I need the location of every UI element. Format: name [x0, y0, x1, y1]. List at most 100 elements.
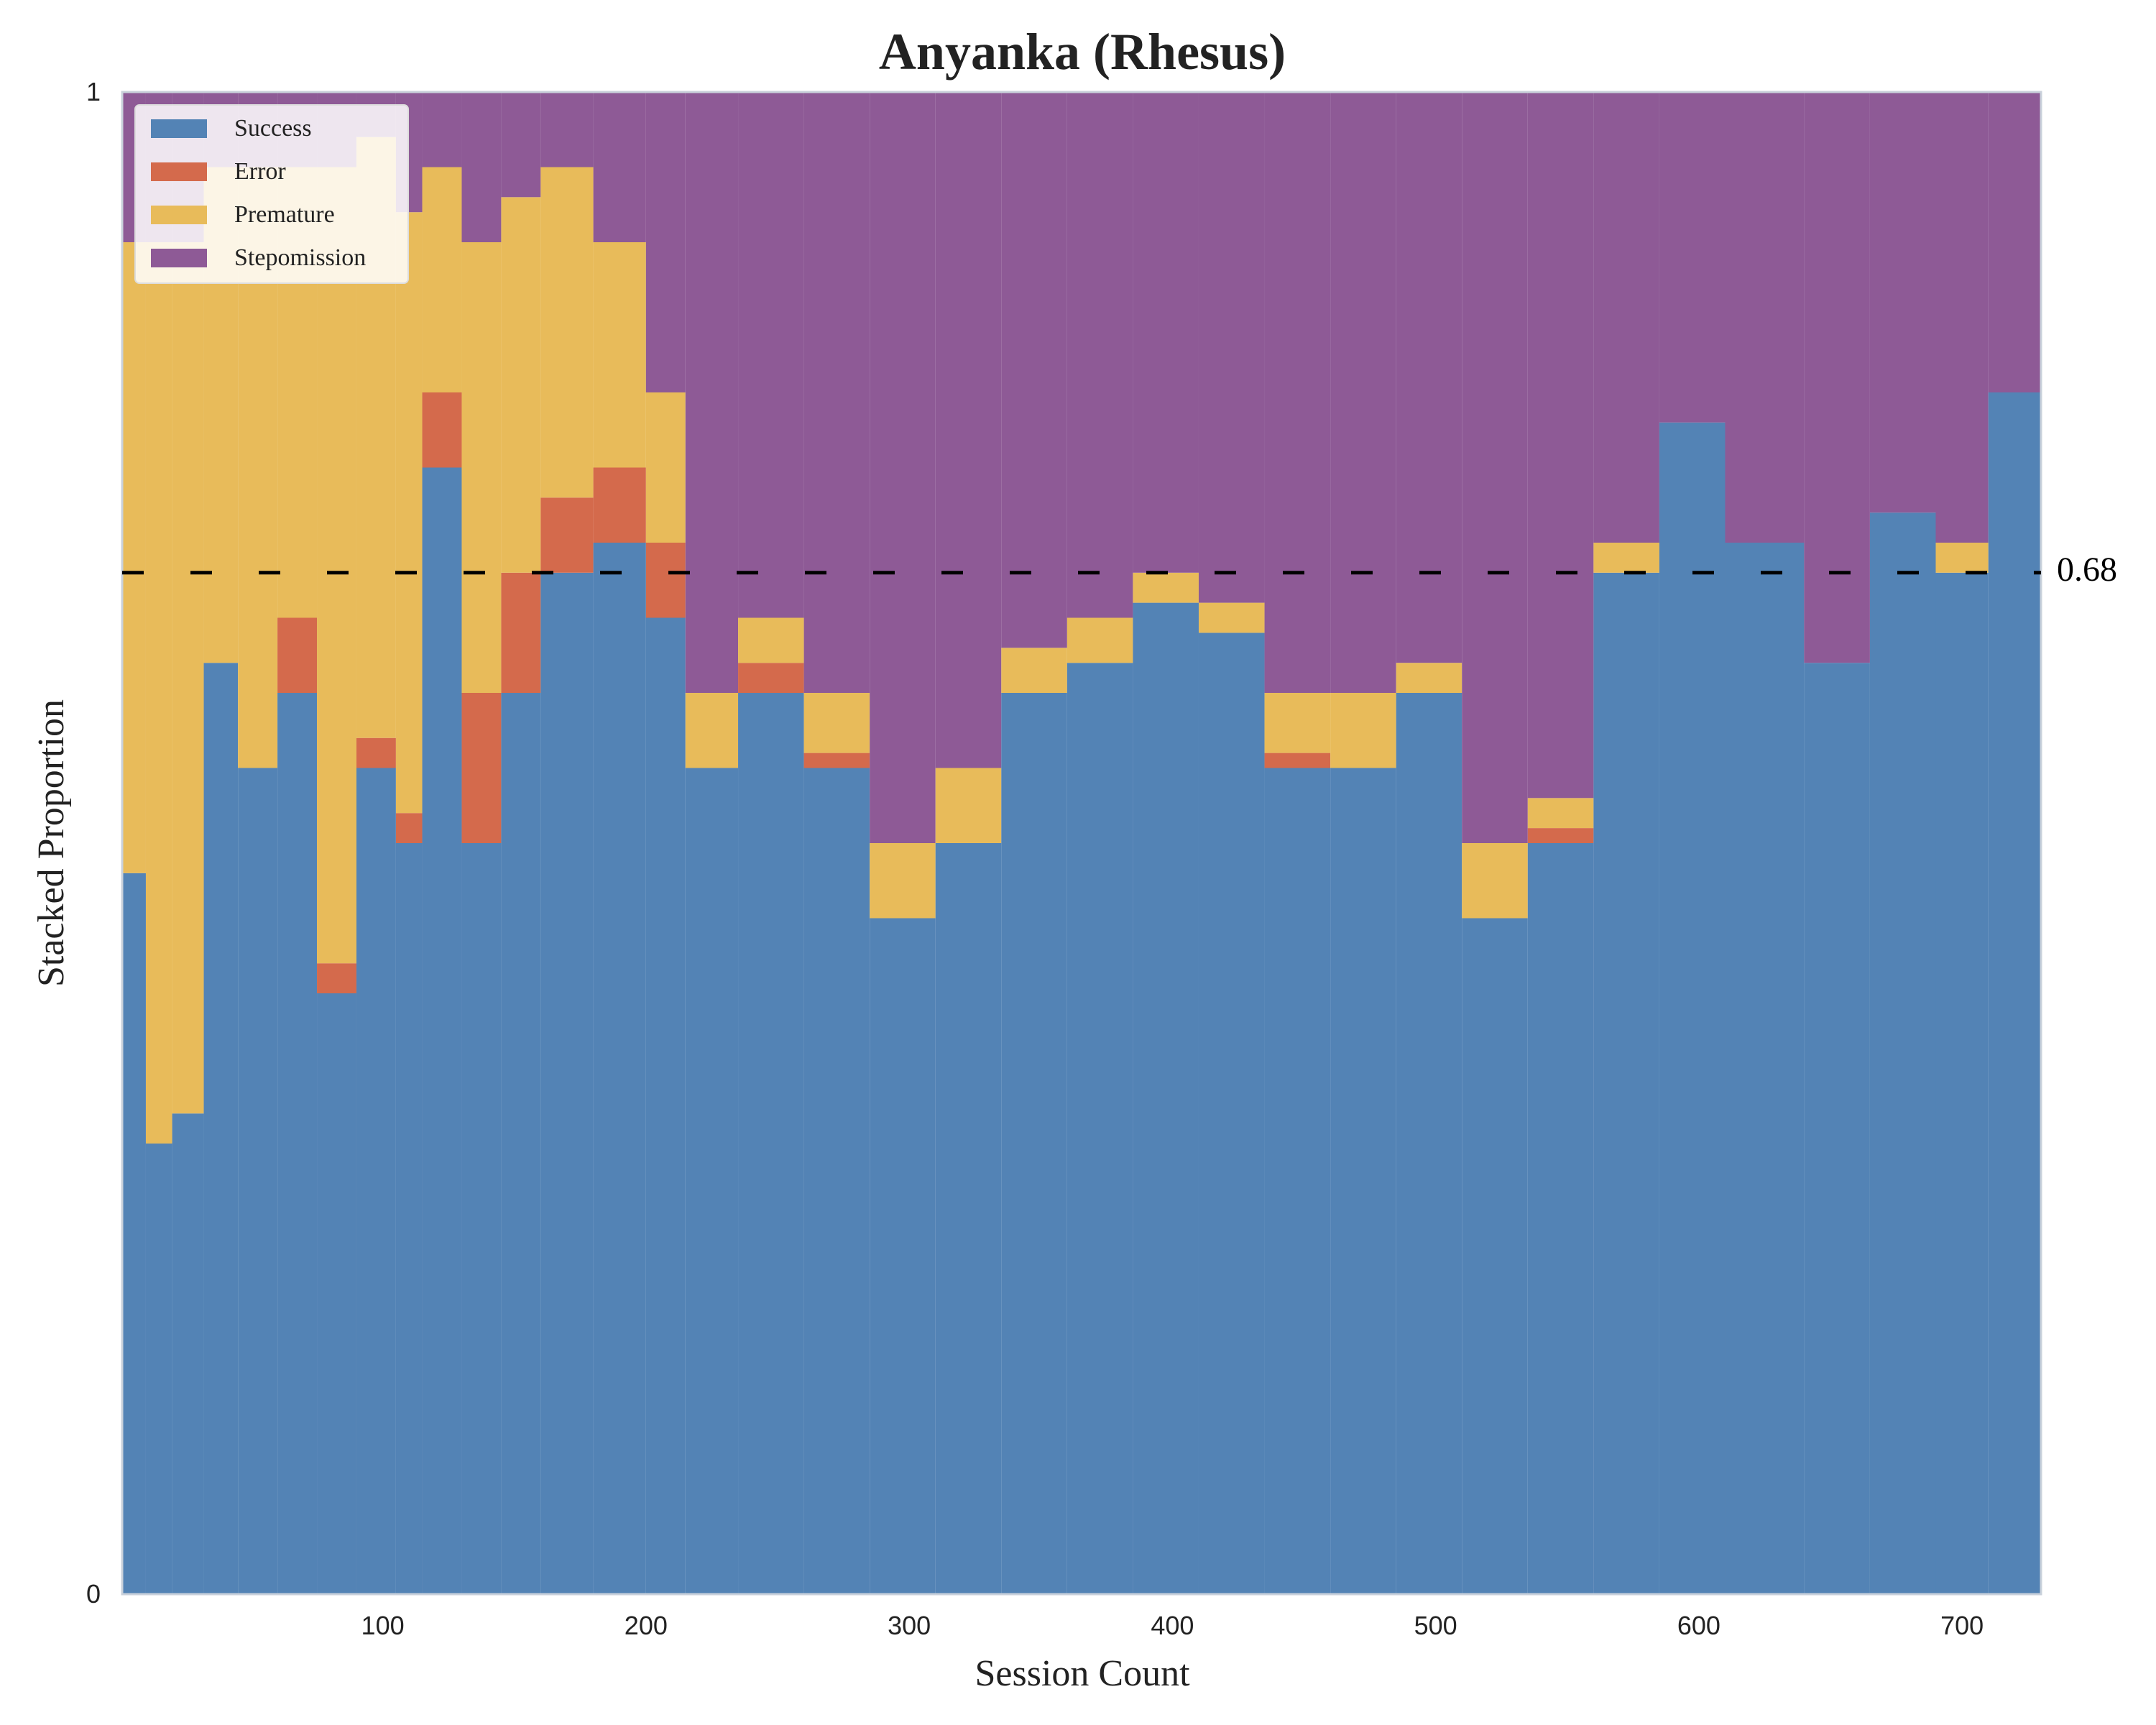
bar-segment-stepomission-23 — [1198, 92, 1265, 603]
bar-segment-success-25 — [1330, 768, 1396, 1594]
bar-segment-stepomission-35 — [1988, 92, 2041, 392]
bar-segment-success-23 — [1198, 632, 1265, 1594]
bar-segment-error-5 — [277, 617, 318, 693]
bar-segment-success-32 — [1804, 663, 1870, 1595]
bar-segment-stepomission-18 — [870, 92, 936, 843]
bar-segment-success-0 — [122, 873, 146, 1594]
bar-segment-success-4 — [238, 768, 278, 1594]
bar-segment-premature-26 — [1396, 663, 1462, 693]
bar-segment-success-19 — [935, 843, 1002, 1594]
bar-segment-premature-17 — [803, 693, 870, 753]
x-tick-label: 200 — [625, 1611, 668, 1640]
bar-segment-premature-29 — [1593, 543, 1659, 573]
bar-segment-premature-1 — [145, 242, 172, 1144]
bar-segment-error-8 — [395, 813, 423, 843]
bar-segment-success-27 — [1462, 918, 1528, 1594]
bar-segment-stepomission-30 — [1659, 92, 1726, 423]
reference-line-label: 0.68 — [2057, 551, 2117, 589]
bar-segment-premature-2 — [172, 242, 204, 1114]
bar-segment-success-29 — [1593, 572, 1659, 1594]
bar-segment-error-28 — [1527, 828, 1594, 843]
bar-segment-stepomission-9 — [422, 92, 462, 167]
legend-swatch-error — [151, 162, 207, 181]
bar-segment-success-21 — [1067, 663, 1133, 1595]
bar-segment-error-24 — [1264, 753, 1331, 768]
bar-segment-success-35 — [1988, 392, 2041, 1594]
bar-segment-success-33 — [1869, 512, 1936, 1595]
bar-segments — [122, 92, 2041, 1595]
legend-box — [134, 104, 409, 284]
bar-segment-error-11 — [501, 572, 541, 693]
bar-segment-premature-25 — [1330, 693, 1396, 768]
bar-segment-success-16 — [738, 693, 804, 1594]
bar-segment-stepomission-24 — [1264, 92, 1331, 693]
bar-segment-stepomission-12 — [540, 92, 594, 167]
bar-segment-premature-22 — [1133, 572, 1199, 603]
bar-segment-premature-19 — [935, 768, 1002, 843]
bar-segment-success-30 — [1659, 422, 1726, 1594]
bar-segment-stepomission-22 — [1133, 92, 1199, 573]
bar-segment-stepomission-26 — [1396, 92, 1462, 663]
bar-segment-stepomission-20 — [1001, 92, 1067, 648]
bar-segment-premature-8 — [395, 212, 423, 814]
bar-segment-stepomission-21 — [1067, 92, 1133, 618]
bar-segment-stepomission-29 — [1593, 92, 1659, 543]
bar-segment-stepomission-28 — [1527, 92, 1594, 799]
x-axis-label: Session Count — [975, 1653, 1190, 1694]
y-tick-label: 1 — [86, 77, 101, 106]
bar-segment-success-5 — [277, 693, 318, 1594]
bar-segment-error-12 — [540, 497, 594, 573]
bar-segment-stepomission-10 — [461, 92, 502, 242]
bar-segment-stepomission-16 — [738, 92, 804, 618]
bar-segment-error-6 — [317, 963, 356, 993]
x-tick-label: 500 — [1414, 1611, 1457, 1640]
bar-segment-error-13 — [593, 467, 646, 543]
bar-segment-premature-9 — [422, 167, 462, 392]
bar-segment-premature-20 — [1001, 648, 1067, 693]
bar-segment-success-2 — [172, 1113, 204, 1594]
legend-label-premature: Premature — [234, 201, 335, 228]
x-tick-label: 100 — [361, 1611, 405, 1640]
bar-segment-success-24 — [1264, 768, 1331, 1594]
bar-segment-stepomission-17 — [803, 92, 870, 693]
bar-segment-premature-18 — [870, 843, 936, 919]
bar-segment-success-8 — [395, 843, 423, 1594]
bar-segment-premature-16 — [738, 617, 804, 663]
bar-segment-stepomission-25 — [1330, 92, 1396, 693]
bar-segment-success-7 — [356, 768, 396, 1594]
bar-segment-error-14 — [645, 543, 686, 618]
bar-segment-stepomission-27 — [1462, 92, 1528, 843]
bar-segment-premature-12 — [540, 167, 594, 498]
bar-segment-success-22 — [1133, 602, 1199, 1594]
bar-segment-success-20 — [1001, 693, 1067, 1594]
chart-title: Anyanka (Rhesus) — [879, 23, 1286, 80]
bar-segment-premature-11 — [501, 197, 541, 573]
legend-swatch-premature — [151, 206, 207, 224]
bar-segment-premature-13 — [593, 242, 646, 468]
legend-swatch-success — [151, 119, 207, 138]
legend: Success Error Premature Stepomission — [134, 104, 409, 284]
bar-segment-premature-34 — [1935, 543, 1989, 573]
bar-segment-success-26 — [1396, 693, 1462, 1594]
x-tick-label: 400 — [1151, 1611, 1194, 1640]
bar-segment-stepomission-14 — [645, 92, 686, 392]
y-tick-label: 0 — [86, 1579, 101, 1609]
bar-segment-success-28 — [1527, 843, 1594, 1594]
bar-segment-success-13 — [593, 543, 646, 1594]
bar-segment-stepomission-34 — [1935, 92, 1989, 543]
bar-segment-premature-15 — [685, 693, 739, 768]
bar-segment-success-34 — [1935, 572, 1989, 1594]
bar-segment-premature-6 — [317, 167, 356, 964]
y-axis-ticks: 01 — [86, 77, 101, 1609]
legend-swatch-stepomission — [151, 249, 207, 267]
bar-segment-success-6 — [317, 993, 356, 1594]
bar-segment-stepomission-19 — [935, 92, 1002, 768]
bar-segment-premature-21 — [1067, 617, 1133, 663]
bar-segment-success-12 — [540, 572, 594, 1594]
bar-segment-error-17 — [803, 753, 870, 768]
bar-segment-stepomission-11 — [501, 92, 541, 198]
bar-segment-premature-14 — [645, 392, 686, 543]
bar-segment-success-10 — [461, 843, 502, 1594]
legend-label-stepomission: Stepomission — [234, 244, 366, 271]
